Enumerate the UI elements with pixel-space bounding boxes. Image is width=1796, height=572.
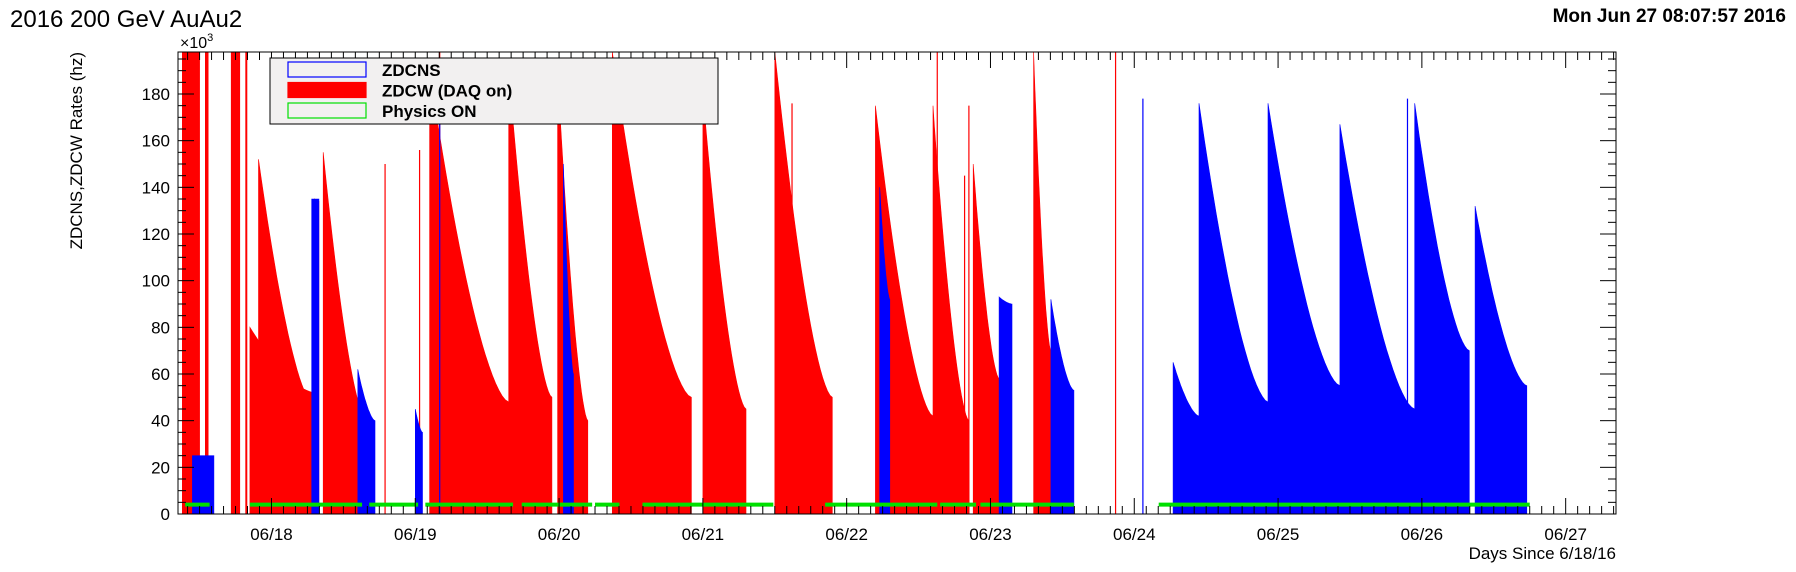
legend-label: Physics ON [382, 102, 477, 121]
y-tick-label: 0 [161, 505, 170, 524]
y-tick-label: 40 [151, 412, 170, 431]
zdcw-fill-2 [230, 51, 241, 515]
zdcns-fill-3 [415, 408, 423, 515]
y-tick-label: 140 [142, 178, 170, 197]
y-tick-label: 60 [151, 365, 170, 384]
x-tick-label: 06/21 [682, 525, 725, 544]
plot-frame [177, 51, 1617, 515]
x-tick-label: 06/25 [1257, 525, 1300, 544]
chart-title: 2016 200 GeV AuAu2 [10, 6, 243, 33]
zdcns-fill-10 [1267, 103, 1341, 515]
zdcns-fill-0 [192, 455, 215, 515]
legend-swatch [287, 102, 367, 119]
zdcns-fill-12 [1414, 103, 1470, 515]
x-tick-label: 06/27 [1544, 525, 1587, 544]
timestamp: Mon Jun 27 08:07:57 2016 [1552, 6, 1786, 27]
zdcns-fill-9 [1198, 103, 1269, 515]
zdcns-fill-4 [563, 163, 574, 515]
x-tick-label: 06/22 [825, 525, 868, 544]
zdcw-fill-11 [612, 51, 692, 515]
x-tick-label: 06/23 [969, 525, 1012, 544]
zdcns-fill-7 [1050, 299, 1075, 515]
zdcw-fill-1 [205, 51, 209, 515]
x-tick-label: 06/26 [1401, 525, 1444, 544]
zdcns-fill-1 [357, 369, 376, 515]
zdcns-fill-8 [1172, 362, 1200, 515]
data-layer [182, 51, 1530, 515]
y-tick-label: 100 [142, 272, 170, 291]
y-multiplier: ×103 [180, 32, 213, 52]
y-tick-label: 20 [151, 458, 170, 477]
zdcw-fill-16 [972, 163, 1000, 515]
zdcw-fill-12 [702, 93, 747, 515]
x-tick-label: 06/19 [394, 525, 437, 544]
y-tick-label: 80 [151, 318, 170, 337]
zdcns-fill-11 [1339, 124, 1415, 515]
zdcns-fill-6 [998, 296, 1013, 515]
y-tick-label: 180 [142, 85, 170, 104]
zdcw-fill-0 [182, 51, 200, 515]
zdcns-fill-2 [311, 198, 320, 515]
zdcns-fill-13 [1474, 205, 1528, 515]
zdcw-fill-3 [245, 51, 248, 515]
chart-frame [177, 51, 1617, 515]
legend-label: ZDCNS [382, 61, 441, 80]
y-axis-label: ZDCNS,ZDCW Rates (hz) [67, 52, 86, 249]
zdcw-fill-17 [1033, 51, 1052, 515]
x-tick-label: 06/20 [538, 525, 581, 544]
y-tick-label: 160 [142, 132, 170, 151]
zdcw-fill-9 [508, 70, 553, 515]
zdcw-fill-8 [429, 70, 509, 515]
x-tick-label: 06/24 [1113, 525, 1156, 544]
y-tick-label: 120 [142, 225, 170, 244]
legend-label: ZDCW (DAQ on) [382, 82, 512, 101]
legend-swatch [287, 61, 367, 78]
y-multiplier-exponent: 3 [207, 32, 213, 44]
zdcw-fill-5 [258, 159, 314, 515]
x-axis-label: Days Since 6/18/16 [1469, 544, 1616, 563]
zdcw-fill-13 [774, 51, 833, 515]
legend: ZDCNS ZDCW (DAQ on)Physics ON [269, 57, 719, 125]
zdcns-fill-5 [879, 187, 891, 515]
zdcw-fill-15 [932, 105, 970, 515]
x-tick-label: 06/18 [250, 525, 293, 544]
legend-swatch [287, 81, 367, 99]
